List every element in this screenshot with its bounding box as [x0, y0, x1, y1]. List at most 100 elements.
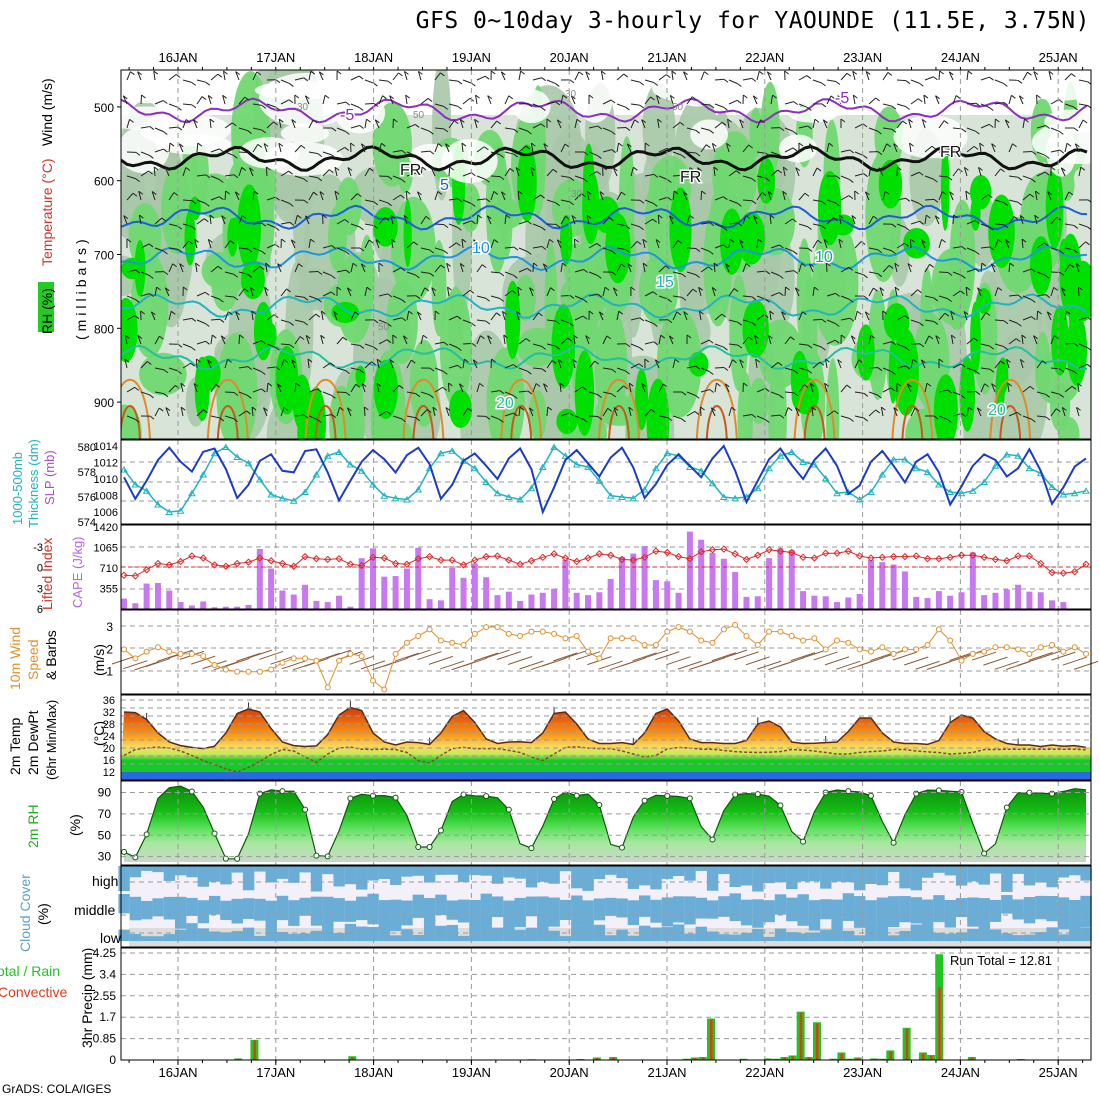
mid-cloud-bar	[197, 900, 210, 924]
wind-barb-flag	[163, 271, 169, 276]
wind-barb	[980, 223, 990, 228]
wind-barb	[168, 126, 179, 129]
wind-barb	[966, 407, 970, 417]
wind-barb-flag	[299, 336, 305, 340]
wind-barb	[700, 222, 710, 225]
wind-barb-flag	[912, 358, 918, 363]
wind-barb	[416, 191, 422, 201]
rh-shade-bright	[933, 374, 958, 439]
wind-barb-10m	[643, 649, 669, 659]
high-cloud-bar	[480, 866, 492, 876]
wind-barb	[347, 167, 352, 177]
wind-barb	[546, 101, 556, 105]
wind-barb	[234, 191, 240, 201]
wind-barb	[658, 147, 668, 153]
wind-barb	[700, 339, 710, 345]
wind-barb-flag	[1059, 272, 1065, 276]
wind-barb	[896, 197, 906, 201]
wind-barb	[249, 287, 254, 297]
wind-barb	[572, 359, 576, 369]
wind-barb-flag	[471, 172, 476, 177]
wind-barb-flag	[801, 262, 806, 267]
wind-barb-flag	[893, 143, 898, 148]
rh-marker	[1003, 804, 1010, 811]
wind-barb-flag	[751, 200, 757, 205]
label-thickness: 1000-500mb	[10, 452, 25, 525]
wind-barb	[1064, 223, 1074, 226]
wind-barb-flag	[513, 128, 519, 133]
wind-barb-flag	[178, 143, 184, 148]
wind-barb	[490, 390, 500, 393]
wind-barb-flag	[503, 334, 509, 339]
wind-barb-flag	[777, 362, 783, 366]
mid-cloud-bar	[1023, 897, 1036, 924]
wind-barb-flag	[427, 98, 433, 102]
wind-barb	[546, 239, 550, 249]
warm-contour	[402, 378, 445, 439]
wind-barb-flag	[807, 125, 813, 130]
wind-barb-flag	[737, 202, 742, 207]
wind-barb-flag	[975, 268, 980, 273]
wind-barb-flag	[834, 410, 839, 415]
wind-barb-flag	[606, 335, 612, 340]
wind-barb-flag	[275, 346, 280, 351]
wind-barb-flag	[303, 296, 309, 301]
wind-barb-flag	[1062, 407, 1067, 411]
low-cloud-bar	[197, 928, 210, 941]
rh-marker	[483, 793, 490, 800]
wind-barb	[657, 119, 660, 129]
temp-tick-label: 24	[103, 731, 115, 743]
precip-convective-bar	[701, 1057, 705, 1060]
wind-barb-flag	[443, 224, 449, 229]
wind-barb	[336, 127, 346, 132]
wind-barb-flag	[364, 406, 369, 411]
wind-barb-flag	[804, 192, 810, 197]
rh-shade-green	[594, 307, 628, 423]
lifted-index-marker	[572, 557, 581, 566]
wind-barb-flag	[324, 94, 330, 99]
label-slp: SLP (mb)	[42, 450, 57, 505]
cape-bar	[890, 564, 897, 609]
wind-barb	[686, 271, 696, 276]
wind-barb-flag	[665, 74, 671, 79]
wind-barb-flag	[429, 130, 434, 135]
cape-tick-label: 710	[100, 563, 118, 575]
lifted-index-marker	[697, 548, 705, 556]
wind-barb-flag	[1035, 190, 1040, 195]
wind-barb	[336, 407, 341, 417]
wind-barb	[138, 191, 142, 201]
wind-barb-flag	[149, 394, 154, 399]
wind-barb-flag	[310, 70, 316, 75]
lifted-index-marker	[176, 557, 185, 566]
wind-barb-flag	[638, 363, 644, 368]
low-cloud-bar	[254, 935, 266, 941]
wind-barb	[336, 367, 346, 372]
wind-barb-10m	[281, 660, 306, 670]
wind-barb	[753, 215, 758, 225]
wind-barb-flag	[333, 311, 339, 316]
wind-barb-flag	[814, 286, 819, 291]
wind-barb	[713, 167, 716, 177]
wind-barb-flag	[677, 239, 683, 244]
wind-barb-flag	[149, 126, 155, 130]
wind-barb-flag	[835, 292, 840, 297]
wind-barb-flag	[934, 215, 940, 220]
wind-speed-marker	[245, 668, 252, 675]
wind-barb	[585, 71, 590, 81]
wind-barb-flag	[597, 416, 603, 420]
date-label-top: 19JAN	[452, 50, 491, 65]
wind-barb-flag	[305, 215, 310, 220]
thickness-marker	[991, 462, 1000, 469]
thickness-tick-label: 580	[78, 442, 96, 454]
wind-barb	[445, 143, 450, 153]
wind-barb	[767, 335, 772, 345]
wind-barb-flag	[652, 218, 657, 223]
lifted-index-marker	[754, 551, 762, 559]
wind-barb	[557, 359, 562, 369]
lifted-index-marker	[618, 555, 626, 564]
wind-barb	[430, 167, 436, 177]
wind-barb	[1021, 335, 1024, 345]
wind-barb	[616, 103, 626, 108]
wind-barb-flag	[479, 382, 484, 387]
wind-barb-flag	[673, 190, 679, 195]
